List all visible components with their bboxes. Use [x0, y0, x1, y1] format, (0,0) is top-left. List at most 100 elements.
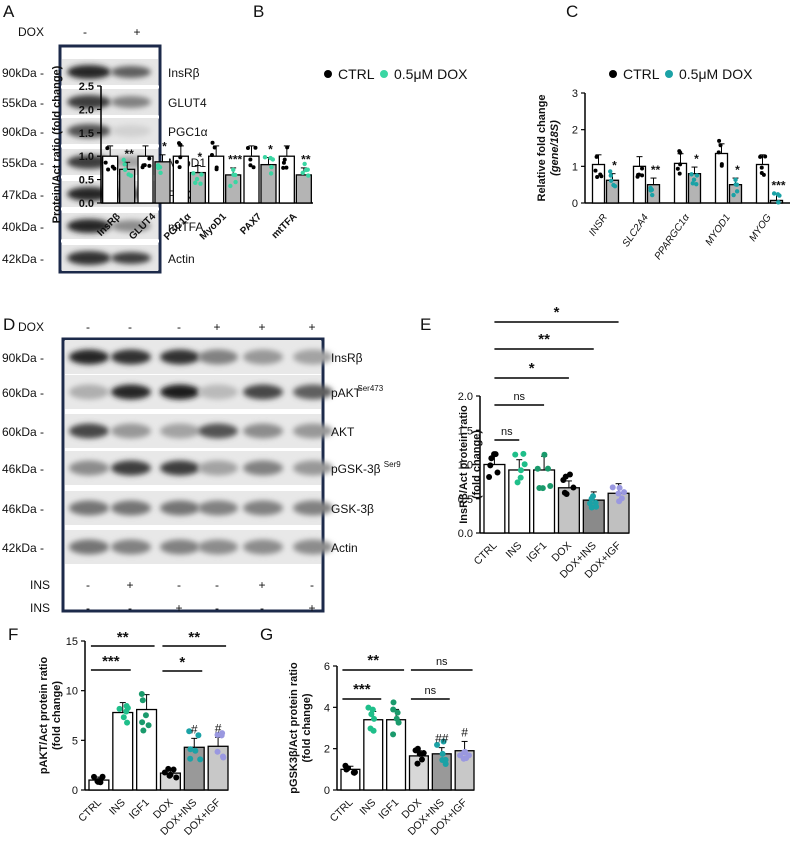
kda-marker: 55kDa - — [2, 156, 44, 170]
blot-band — [111, 66, 151, 78]
point — [487, 462, 494, 469]
legend-label: CTRL — [623, 66, 660, 82]
point-dox — [612, 184, 618, 189]
point-ctrl — [635, 174, 640, 179]
protein-name: GLUT4 — [168, 96, 207, 110]
point — [220, 754, 227, 761]
point — [145, 722, 152, 729]
point-ctrl — [717, 138, 722, 143]
point — [192, 747, 199, 754]
point — [418, 756, 425, 763]
point-dox — [268, 171, 274, 176]
y-tick-label: 6 — [324, 661, 330, 673]
blot-band — [111, 539, 151, 555]
y-tick-label: 0.5 — [79, 175, 94, 187]
hash-mark: # — [215, 721, 222, 735]
lane-sign: + — [133, 25, 140, 39]
point-dox — [650, 192, 655, 198]
point — [517, 474, 524, 481]
bar-dox — [728, 184, 743, 204]
y-tick-label: 2.0 — [458, 391, 473, 403]
y-tick-label: 2 — [572, 125, 578, 137]
point-dox — [233, 172, 238, 178]
blot-band — [160, 500, 200, 516]
lane-sign: + — [126, 578, 133, 592]
point-dox — [689, 172, 694, 177]
point — [534, 465, 541, 472]
point-ctrl — [281, 160, 286, 165]
point-ctrl — [758, 154, 763, 159]
y-tick-label: 0.0 — [458, 528, 473, 540]
treatment-label: INS — [30, 601, 50, 615]
treatment-label: INS — [30, 578, 50, 592]
y-tick-label: 1.0 — [458, 460, 473, 472]
protein-name: InsRβ — [331, 351, 363, 365]
y-tick-label: 1.5 — [79, 128, 94, 140]
blot-band — [293, 460, 333, 476]
blot-band — [111, 125, 151, 137]
point — [621, 489, 628, 496]
panel-letter-f: F — [8, 625, 18, 644]
point — [566, 471, 573, 478]
point — [142, 712, 149, 719]
point — [123, 702, 130, 709]
bar-dox — [225, 174, 242, 204]
comparison-label: ns — [436, 656, 448, 668]
category-label: CTRL — [472, 540, 500, 568]
point — [541, 451, 548, 458]
point — [214, 731, 221, 738]
significance-label: ** — [301, 153, 311, 167]
point-ctrl — [248, 157, 253, 162]
blot-band — [67, 65, 111, 79]
point-ctrl — [210, 140, 215, 145]
point — [170, 766, 177, 773]
point-dox — [300, 170, 305, 176]
point-dox — [268, 155, 273, 161]
point-ctrl — [174, 159, 179, 164]
lane-sign: + — [175, 601, 182, 615]
kda-marker: 46kDa - — [2, 462, 44, 476]
panel-letter-g: G — [260, 625, 273, 644]
kda-marker: 60kDa - — [2, 425, 44, 439]
lane-sign: + — [213, 320, 220, 334]
point-ctrl — [245, 146, 250, 151]
y-tick-label: 1.5 — [458, 425, 473, 437]
lane-sign: - — [177, 578, 181, 592]
point-dox — [269, 164, 274, 170]
point — [395, 719, 402, 726]
point — [187, 755, 194, 762]
bar — [386, 719, 407, 791]
comparison-label: ** — [117, 629, 129, 646]
point-ctrl — [677, 171, 682, 176]
lane-sign: - — [86, 578, 90, 592]
point — [138, 690, 145, 697]
point-ctrl — [716, 150, 721, 155]
point — [371, 715, 378, 722]
kda-marker: 42kDa - — [2, 541, 44, 555]
point-ctrl — [251, 165, 256, 170]
lane-sign: - — [310, 578, 314, 592]
legend-label: 0.5μM DOX — [394, 66, 468, 82]
y-tick-label: 2.0 — [79, 104, 94, 116]
blot-band — [111, 220, 151, 232]
point — [439, 757, 446, 764]
y-tick-label: 0 — [72, 785, 78, 797]
point-ctrl — [140, 165, 145, 170]
point — [514, 479, 521, 486]
point — [165, 765, 172, 772]
point — [461, 749, 468, 756]
bar — [112, 711, 134, 791]
point — [586, 500, 593, 507]
significance-label: * — [694, 152, 699, 166]
protein-name: mtTFA — [168, 220, 203, 234]
legend-marker-dox — [665, 70, 673, 78]
point — [116, 705, 123, 712]
category-label: IGF1 — [127, 797, 152, 822]
y-tick-label: 1.0 — [79, 151, 94, 163]
panel-letter-c: C — [566, 2, 578, 21]
blot-band — [69, 384, 109, 400]
category-label: IGF1 — [524, 540, 549, 565]
blot-band — [111, 252, 151, 264]
point-ctrl — [285, 145, 290, 150]
point-ctrl — [147, 163, 152, 168]
